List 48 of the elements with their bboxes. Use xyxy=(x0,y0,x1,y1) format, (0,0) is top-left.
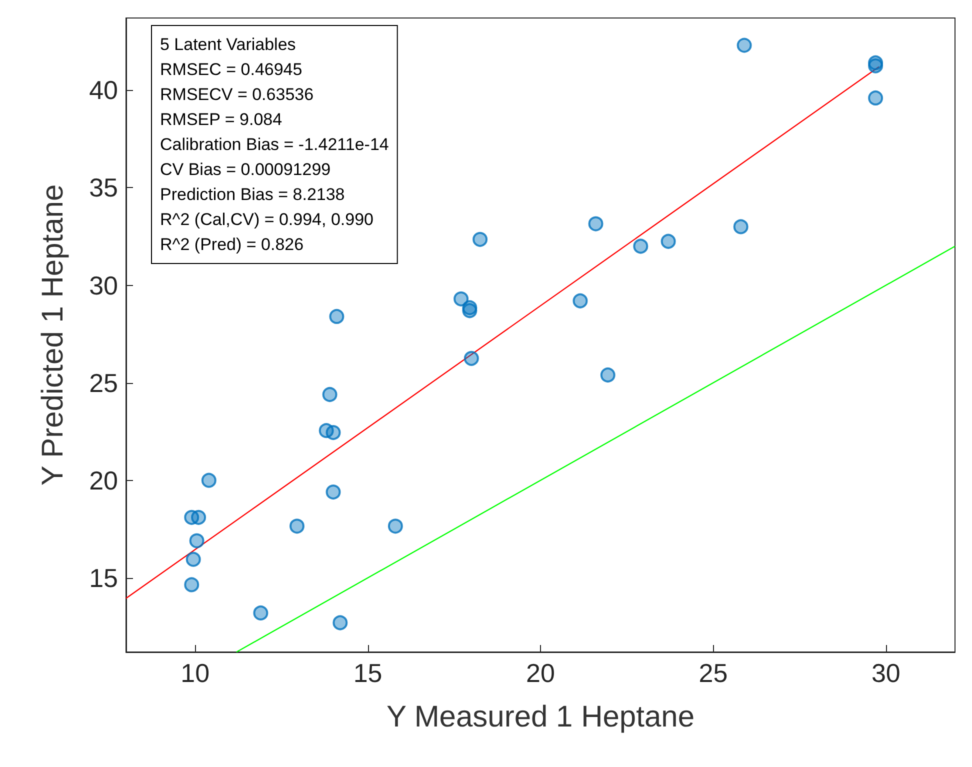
y-tick-label: 25 xyxy=(89,368,118,398)
point xyxy=(660,234,676,249)
y-tick-label: 15 xyxy=(89,562,118,593)
x-tick-label: 20 xyxy=(526,658,555,688)
point xyxy=(472,232,488,247)
annotation: R^2 (Cal,CV) = 0.994, 0.990 xyxy=(160,210,374,229)
annotation: Calibration Bias = -1.4211e-14 xyxy=(160,135,389,154)
point xyxy=(253,605,268,620)
point xyxy=(189,533,204,548)
point xyxy=(462,303,478,318)
y-tick-label: 35 xyxy=(89,172,118,203)
annotation: 5 Latent Variables xyxy=(160,35,296,54)
point xyxy=(332,615,348,630)
y-tick-label: 40 xyxy=(89,75,118,106)
point xyxy=(733,219,748,234)
y-axis-title: Y Predicted 1 Heptane xyxy=(36,184,70,486)
x-axis-title: Y Measured 1 Heptane xyxy=(386,700,694,734)
point xyxy=(326,484,341,500)
point xyxy=(201,472,216,488)
point xyxy=(326,425,341,440)
point xyxy=(572,293,588,308)
point xyxy=(186,552,201,567)
point xyxy=(322,387,338,402)
point xyxy=(191,510,206,525)
annotation: RMSEP = 9.084 xyxy=(160,110,282,129)
point xyxy=(588,216,604,232)
y-tick-label: 20 xyxy=(89,465,118,496)
annotation: CV Bias = 0.00091299 xyxy=(160,160,331,179)
x-tick-label: 15 xyxy=(353,658,382,688)
point xyxy=(388,518,403,534)
annotation: R^2 (Pred) = 0.826 xyxy=(160,235,304,254)
point xyxy=(600,367,616,382)
point xyxy=(868,58,884,74)
point xyxy=(464,350,479,366)
annotation: Prediction Bias = 8.2138 xyxy=(160,185,345,204)
point xyxy=(633,238,648,254)
point xyxy=(454,291,469,306)
point xyxy=(329,308,344,324)
x-tick-label: 30 xyxy=(871,658,900,688)
point xyxy=(184,577,200,592)
x-tick-label: 10 xyxy=(180,658,210,688)
annotation: RMSECV = 0.63536 xyxy=(160,85,314,104)
point xyxy=(289,518,304,534)
x-tick-label: 25 xyxy=(698,658,728,688)
point xyxy=(736,38,752,53)
y-tick-label: 30 xyxy=(89,270,118,300)
annotation: RMSEC = 0.46945 xyxy=(160,60,302,79)
point xyxy=(868,90,884,106)
